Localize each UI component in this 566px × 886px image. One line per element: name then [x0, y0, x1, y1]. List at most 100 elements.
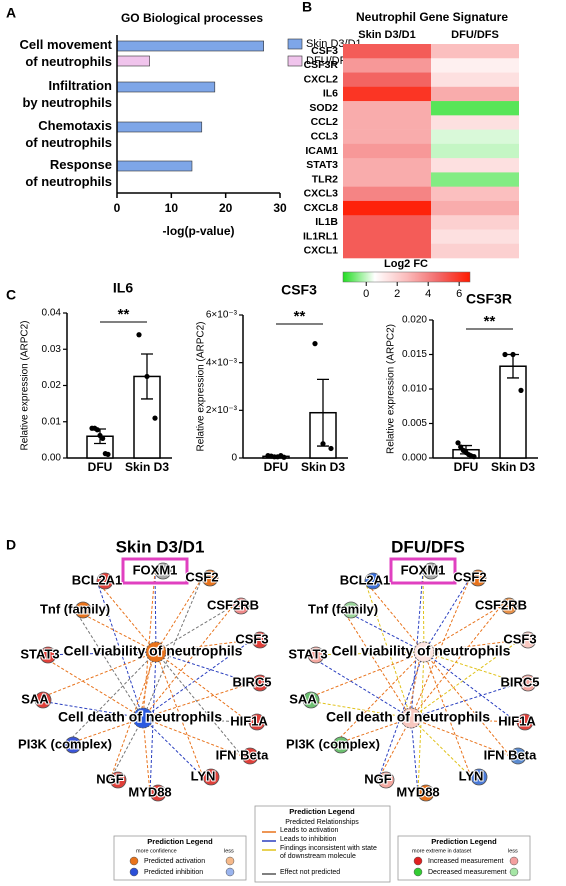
- colorbar-tick-label: 2: [394, 288, 400, 300]
- network-title: Skin D3/D1: [116, 537, 205, 556]
- heatmap-cell: [343, 243, 431, 259]
- heatmap-cell: [343, 72, 431, 88]
- chart-title: GO Biological processes: [121, 11, 263, 25]
- edge: [142, 717, 151, 794]
- row-label: SOD2: [309, 102, 338, 114]
- gene-node: [302, 691, 320, 709]
- heatmap-cell: [431, 158, 519, 173]
- edge: [74, 609, 144, 719]
- row-label: CSF3: [311, 45, 338, 57]
- gene-label: NGF: [364, 771, 392, 786]
- legend-label: DFU/DFS: [306, 55, 354, 67]
- edge: [142, 639, 253, 719]
- x-tick-label: 0: [114, 201, 121, 215]
- y-tick-label: 0.00: [42, 453, 62, 464]
- row-label: CCL3: [311, 131, 339, 143]
- edge: [364, 580, 425, 653]
- edge: [155, 577, 203, 653]
- gene-node: [500, 597, 518, 615]
- edge: [39, 651, 157, 656]
- edge: [410, 577, 471, 719]
- edge: [142, 717, 250, 723]
- gene-node: [74, 601, 92, 619]
- gene-node: [248, 713, 266, 731]
- heatmap-cell: [343, 200, 431, 216]
- panel-label: B: [302, 0, 312, 15]
- legend-label: Leads to inhibition: [280, 836, 337, 843]
- bar: [116, 121, 203, 133]
- gene-node: [232, 597, 250, 615]
- colorbar-label: Log2 FC: [384, 258, 428, 270]
- y-tick-label: 0.01: [42, 416, 62, 427]
- legend-label: Effect not predicted: [280, 869, 341, 876]
- column-label: DFU/DFS: [451, 29, 499, 41]
- y-tick-label: 0: [231, 453, 237, 464]
- heatmap-cell: [431, 129, 519, 145]
- edge: [364, 580, 412, 719]
- data-point: [328, 445, 334, 452]
- edge: [423, 651, 518, 723]
- heatmap-cell: [431, 200, 519, 216]
- row-label: CXCL2: [304, 73, 339, 85]
- edge: [155, 639, 253, 653]
- legend-scale: more extreme in dataset: [412, 848, 472, 854]
- gene-label: Tnf (family): [40, 601, 110, 616]
- gene-label: IFN Beta: [484, 747, 538, 762]
- heatmap-cell: [343, 172, 431, 187]
- legend-symbol: [129, 856, 139, 866]
- gene-label: HIF1A: [498, 713, 536, 728]
- x-tick-label: 10: [165, 201, 179, 215]
- edge: [142, 717, 243, 757]
- x-tick-label: 30: [273, 201, 287, 215]
- y-tick-label: 0.015: [402, 349, 427, 360]
- edge: [417, 651, 425, 794]
- heatmap-cell: [343, 115, 431, 130]
- function-node: [145, 641, 167, 663]
- data-point: [100, 435, 106, 442]
- edge: [34, 651, 157, 701]
- legend-title: Prediction Legend: [147, 837, 213, 846]
- panel-label: D: [6, 537, 16, 553]
- function-node: [132, 707, 154, 729]
- legend-swatch: [287, 38, 303, 50]
- function-node: [400, 707, 422, 729]
- edge: [302, 651, 425, 701]
- bar: [499, 365, 527, 459]
- gene-node: [377, 771, 395, 789]
- x-tick-label: DFU: [454, 460, 479, 474]
- y-tick-label: 0.020: [402, 315, 427, 326]
- highlight-box: [121, 557, 189, 585]
- data-point: [320, 441, 326, 447]
- heatmap-cell: [431, 186, 519, 202]
- heatmap-cell: [431, 44, 519, 59]
- gene-label: BIRC5: [500, 674, 539, 689]
- gene-label: STAT3: [288, 646, 327, 661]
- edge: [423, 651, 511, 757]
- gene-node: [364, 572, 382, 590]
- gene-node: [470, 768, 488, 786]
- data-point: [152, 415, 158, 421]
- edge: [423, 639, 521, 653]
- function-node: [413, 641, 435, 663]
- highlight-box: [389, 557, 457, 585]
- edge: [96, 580, 144, 719]
- function-label: Cell viability of neutrophils: [332, 643, 511, 659]
- function-label: Cell viability of neutrophils: [64, 643, 243, 659]
- edge: [410, 717, 511, 757]
- category-label: Response of neutrophils: [25, 157, 112, 189]
- heatmap-cell: [431, 215, 519, 230]
- y-tick-label: 0.000: [402, 453, 427, 464]
- edge: [154, 570, 157, 653]
- edge: [423, 651, 472, 778]
- gene-label: SAA: [21, 691, 49, 706]
- gene-label: CSF2RB: [475, 597, 527, 612]
- edge: [423, 651, 521, 684]
- y-tick-label: 4×10⁻³: [206, 357, 238, 368]
- legend-title: Prediction Legend: [431, 837, 497, 846]
- heatmap-cell: [431, 72, 519, 88]
- x-tick-label: 20: [219, 201, 233, 215]
- x-tick-label: Skin D3: [491, 460, 535, 474]
- heatmap-cell: [431, 101, 519, 116]
- heatmap-cell: [343, 158, 431, 173]
- function-label: Cell death of neutrophils: [58, 709, 222, 725]
